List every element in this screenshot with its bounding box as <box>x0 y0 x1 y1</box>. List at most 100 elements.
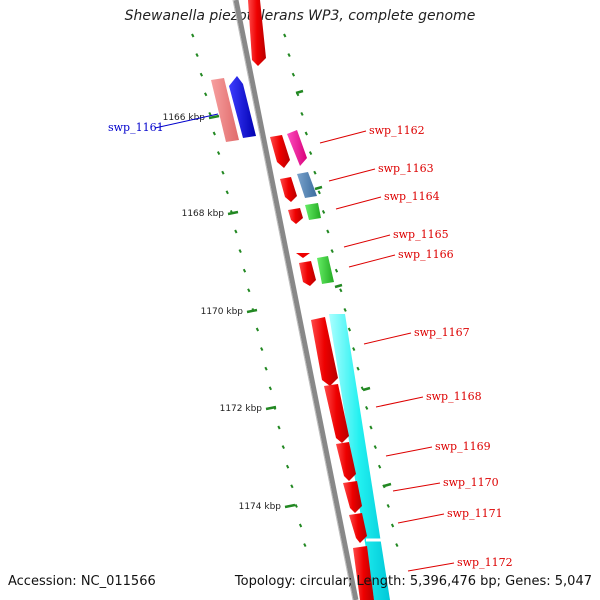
tick-label: 1170 kbp <box>201 307 244 317</box>
gene-label[interactable]: swp_1165 <box>393 228 449 241</box>
tick-label: 1174 kbp <box>239 502 282 512</box>
gene-arrow-top <box>248 0 266 66</box>
ruler-dot <box>199 72 204 77</box>
gene-label[interactable]: swp_1171 <box>447 507 503 520</box>
genome-backbone-highlight <box>232 0 354 600</box>
gene-label[interactable]: swp_1170 <box>443 476 499 489</box>
gene-arrow-swp-1166 <box>299 261 316 286</box>
gene-label-layer: swp_1161 swp_1162 swp_1163 swp_1164 swp_1165… <box>108 113 513 572</box>
tick-mark <box>334 283 343 289</box>
gene-green-1164 <box>305 203 321 220</box>
ruler-dot <box>390 523 395 528</box>
tick-mark <box>265 405 277 411</box>
tick-mark <box>208 114 220 120</box>
tick-layer: 1166 kbp 1168 kbp 1170 kbp 1172 kbp 1174 kbp <box>163 33 399 548</box>
gene-leader-line <box>392 482 441 492</box>
gene-label[interactable]: swp_1161 <box>108 121 164 134</box>
gene-leader-line <box>154 113 219 129</box>
gene-label[interactable]: swp_1164 <box>384 190 440 203</box>
ruler-dot <box>373 445 377 450</box>
ruler-dot <box>287 53 291 58</box>
ruler-dot <box>212 131 216 136</box>
gene-leader-line <box>363 332 412 345</box>
gene-label[interactable]: swp_1169 <box>435 440 491 453</box>
ruler-dot <box>334 268 339 273</box>
gene-arrow-swp-1165 <box>296 253 310 258</box>
tick-mark <box>284 503 296 509</box>
gene-leader-line <box>385 446 433 457</box>
gene-green-1166 <box>317 256 334 284</box>
ruler-dot <box>304 131 308 136</box>
ruler-dot <box>395 543 399 548</box>
ruler-dot <box>347 327 352 332</box>
genome-backbone <box>233 0 359 600</box>
ruler-dot <box>283 33 287 38</box>
gene-leader-line <box>375 396 424 408</box>
ruler-dot <box>382 484 386 489</box>
ruler-dot <box>225 190 229 195</box>
ruler-dot <box>294 503 298 508</box>
ruler-dot <box>260 347 264 352</box>
gene-arrow-swp-1170 <box>343 481 362 513</box>
gene-label[interactable]: swp_1172 <box>457 556 513 569</box>
tick-label: 1168 kbp <box>182 209 225 219</box>
gene-arrow-swp-1172 <box>353 546 374 600</box>
tick-label: 1166 kbp <box>163 113 206 123</box>
gene-leader-line <box>319 130 367 144</box>
ruler-dot <box>313 170 317 175</box>
ruler-dot <box>377 464 382 469</box>
gene-leader-line <box>397 513 445 524</box>
ruler-dot <box>298 523 303 528</box>
ruler-dot <box>352 347 356 352</box>
gene-leader-line <box>343 234 391 248</box>
gene-arrow-swp-1162 <box>270 135 290 168</box>
ruler-dot <box>221 170 225 175</box>
gene-block-pink <box>211 78 239 142</box>
gene-leader-line <box>335 196 382 210</box>
ruler-dot <box>285 464 290 469</box>
ruler-dot <box>268 386 273 391</box>
tick-mark <box>295 89 304 95</box>
ruler-dot <box>291 72 296 77</box>
tick-mark <box>362 386 371 392</box>
cyan-feature-band <box>329 314 390 600</box>
ruler-dot <box>326 229 330 234</box>
ruler-dot <box>234 229 238 234</box>
ruler-dot <box>195 53 199 58</box>
gene-magenta <box>287 130 307 166</box>
ruler-dot <box>247 288 251 293</box>
ruler-dot <box>208 111 212 116</box>
ruler-dot <box>308 151 313 156</box>
ruler-dot <box>290 484 294 489</box>
tick-mark <box>314 185 323 191</box>
ruler-dot <box>255 327 260 332</box>
ruler-dot <box>281 445 285 450</box>
gene-arrow-swp-1168 <box>324 384 349 443</box>
tick-mark <box>383 482 392 488</box>
gene-label[interactable]: swp_1162 <box>369 124 425 137</box>
gene-leader-line <box>407 562 455 572</box>
gene-label[interactable]: swp_1168 <box>426 390 482 403</box>
topology-summary: Topology: circular; Length: 5,396,476 bp… <box>234 574 592 589</box>
tick-mark <box>227 210 239 216</box>
ruler-dot <box>369 425 373 430</box>
gene-arrow-swp-1167 <box>311 317 338 386</box>
gene-label[interactable]: swp_1163 <box>378 162 434 175</box>
ruler-dot <box>343 307 347 312</box>
gene-arrow-swp-1163 <box>280 177 297 202</box>
gene-arrow-swp-1161 <box>229 76 256 138</box>
gene-label[interactable]: swp_1166 <box>398 248 454 261</box>
tick-label: 1172 kbp <box>220 404 263 414</box>
map-title: Shewanella piezotolerans WP3, complete g… <box>124 8 476 24</box>
tick-mark <box>246 308 258 314</box>
accession-text: Accession: NC_011566 <box>8 574 156 589</box>
ruler-dot <box>339 288 343 293</box>
ruler-dot <box>238 249 242 254</box>
gene-steelblue <box>297 172 317 198</box>
gene-arrow-swp-1164 <box>288 208 303 224</box>
gene-label[interactable]: swp_1167 <box>414 326 470 339</box>
ruler-dot <box>365 405 369 410</box>
ruler-dot <box>330 249 334 254</box>
